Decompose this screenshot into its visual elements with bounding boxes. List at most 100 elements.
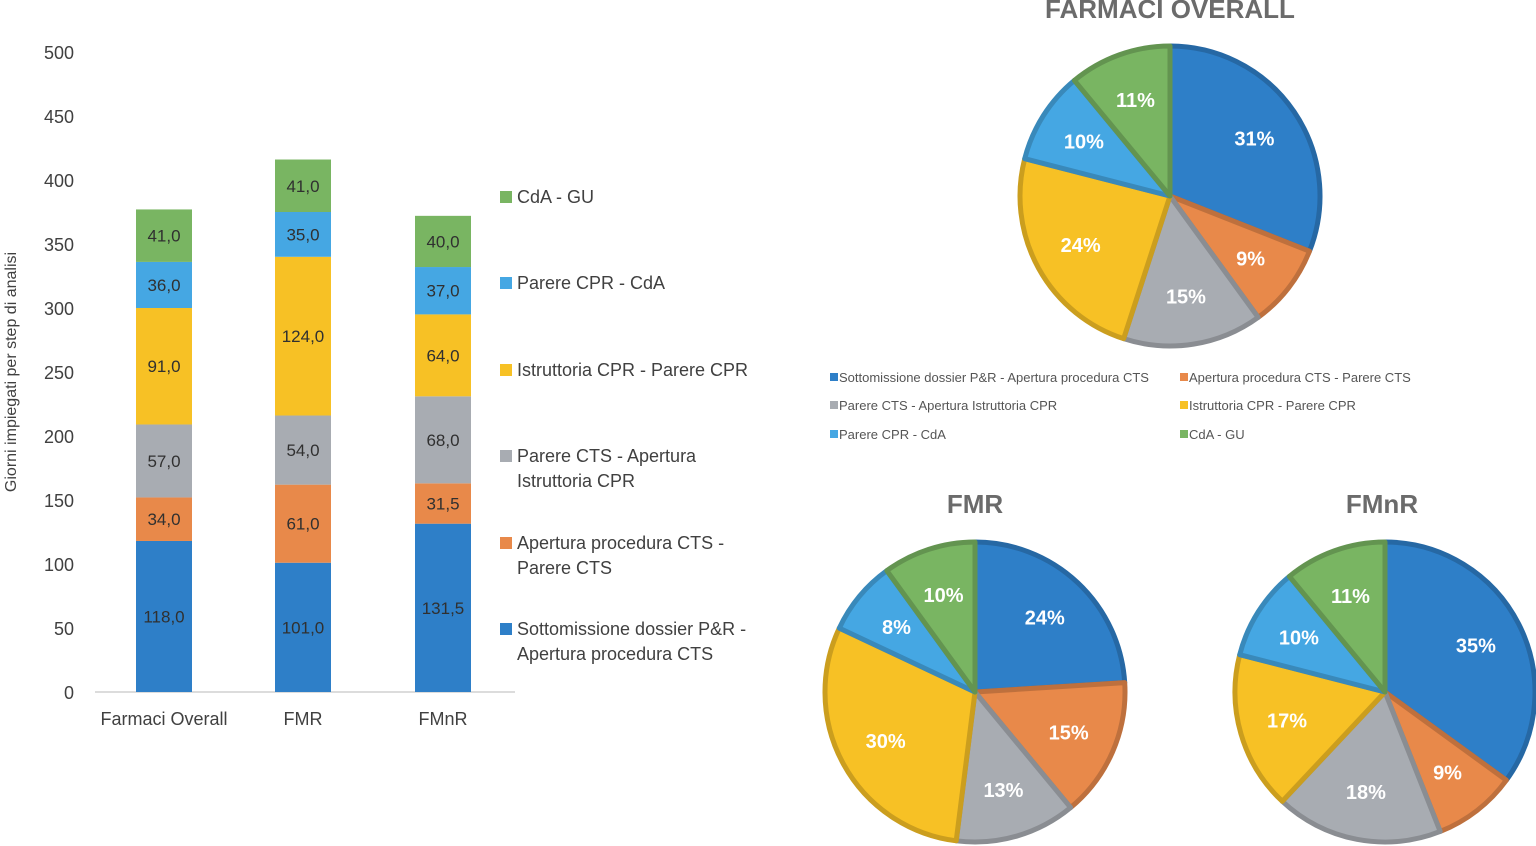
bar-segment [415, 267, 471, 315]
pie-slice [1286, 539, 1388, 695]
bar-segment [415, 483, 471, 524]
pie-slice [1167, 43, 1323, 254]
bar-segment [136, 261, 192, 308]
pie-slice-label: 35% [1456, 636, 1496, 658]
y-tick-label: 350 [44, 235, 74, 255]
legend-swatch [500, 450, 512, 462]
y-tick-label: 500 [44, 43, 74, 63]
legend-label: Parere CTS - Apertura Istruttoria CPR [517, 446, 697, 491]
pie-slice [953, 689, 1074, 845]
legend-label-line: Apertura procedura CTS - [517, 533, 724, 553]
bar-segment [136, 497, 192, 541]
pie-slice [884, 539, 978, 695]
pie-slice-label: 11% [1331, 586, 1370, 608]
bar-segment [415, 523, 471, 692]
bar-segment [136, 209, 192, 262]
bar-data-label: 61,0 [286, 515, 319, 534]
bar-data-label: 131,5 [422, 599, 465, 618]
pie-slice-label: 17% [1267, 710, 1307, 732]
legend-label: Istruttoria CPR - Parere CPR [1189, 398, 1356, 413]
legend-swatch [830, 401, 838, 409]
bar-data-label: 40,0 [426, 232, 459, 251]
legend-swatch [830, 373, 838, 381]
legend-label: Istruttoria CPR - Parere CPR [517, 360, 748, 380]
bar-data-label: 35,0 [286, 225, 319, 244]
legend-label: Apertura procedura CTS - Parere CTS [1189, 370, 1411, 385]
legend-swatch [500, 277, 512, 289]
legend-swatch [1180, 430, 1188, 438]
legend-swatch [500, 364, 512, 376]
bar-segment [275, 256, 331, 416]
y-tick-label: 0 [64, 683, 74, 703]
pie-slice [1237, 573, 1388, 695]
pie-slice-label: 11% [1116, 90, 1155, 112]
pie-chart: FMR 24% 15% 13% 30% 8% 10% [822, 489, 1128, 845]
y-axis-label: Giorni impiegati per step di analisi [3, 252, 20, 492]
legend-label: Sottomissione dossier P&R - Apertura pro… [839, 370, 1149, 385]
pie-title: FARMACI OVERALL [1045, 0, 1295, 24]
bar-data-label: 37,0 [426, 282, 459, 301]
legend-swatch [830, 430, 838, 438]
pie-slice [972, 680, 1128, 811]
pie-chart: FMnR 35% 9% 18% 17% 10% 11% [1232, 489, 1536, 845]
legend-label: Apertura procedura CTS - Parere CTS [517, 533, 724, 578]
pie-slice [1232, 652, 1388, 804]
pie-slice [1279, 689, 1443, 845]
y-tick-label: 250 [44, 363, 74, 383]
pie-chart: FARMACI OVERALL 31% 9% 15% 24% 10% 11% [1017, 0, 1323, 349]
pie-legend: Sottomissione dossier P&R - Apertura pro… [830, 370, 1411, 442]
pie-slice [1382, 539, 1536, 783]
bar-segment [415, 215, 471, 268]
legend-label: CdA - GU [1189, 427, 1245, 442]
legend-swatch [500, 623, 512, 635]
bar-segment [136, 540, 192, 692]
bar-data-label: 31,5 [426, 495, 459, 514]
pie-slice-label: 24% [1061, 235, 1101, 257]
bar-segment [136, 308, 192, 425]
bar-data-label: 91,0 [147, 357, 180, 376]
legend-swatch [1180, 373, 1188, 381]
pie-slice-label: 10% [1279, 627, 1319, 649]
bar-data-label: 41,0 [286, 177, 319, 196]
legend-label-line: Apertura procedura CTS [517, 644, 713, 664]
bar-data-label: 68,0 [426, 431, 459, 450]
legend-label-line: CdA - GU [517, 187, 594, 207]
pie-slice-label: 15% [1049, 723, 1089, 745]
pie-slice-label: 9% [1433, 763, 1462, 785]
legend-label-line: Sottomissione dossier P&R - [517, 619, 746, 639]
legend-swatch [500, 537, 512, 549]
legend-label-line: Istruttoria CPR [517, 471, 635, 491]
pie-slice-label: 24% [1025, 608, 1065, 630]
legend-swatch [1180, 401, 1188, 409]
y-tick-label: 400 [44, 171, 74, 191]
legend-label: CdA - GU [517, 187, 594, 207]
y-tick-label: 50 [54, 619, 74, 639]
pie-slice [1121, 193, 1261, 349]
x-tick-label: Farmaci Overall [100, 709, 227, 729]
bar-segment [275, 159, 331, 212]
pie-slice-label: 18% [1346, 782, 1386, 804]
bar-data-label: 101,0 [282, 618, 325, 637]
y-tick-label: 200 [44, 427, 74, 447]
bar-segment [275, 562, 331, 692]
bar-data-label: 41,0 [147, 227, 180, 246]
pie-slice-label: 13% [983, 780, 1023, 802]
pie-slice-label: 9% [1236, 249, 1265, 271]
x-tick-label: FMR [284, 709, 323, 729]
pie-slice [1071, 43, 1173, 199]
pie-slice [822, 625, 978, 844]
bar-data-label: 36,0 [147, 276, 180, 295]
bar-segment [275, 212, 331, 257]
legend-label: Sottomissione dossier P&R - Apertura proc… [517, 619, 746, 664]
pie-slice-label: 15% [1166, 287, 1206, 309]
legend-label: Parere CPR - CdA [517, 273, 665, 293]
y-tick-label: 150 [44, 491, 74, 511]
pie-slice [1022, 77, 1173, 199]
pie-title: FMR [947, 489, 1004, 519]
legend-label-line: Parere CTS [517, 558, 612, 578]
stacked-bar-chart: 0 50 100 150 200 250 300 350 400 450 500 Giorni imp… [3, 43, 748, 729]
pie-title: FMnR [1346, 489, 1418, 519]
pie-slice-label: 10% [1064, 131, 1104, 153]
legend-label-line: Parere CPR - CdA [517, 273, 665, 293]
bar-segment [415, 396, 471, 484]
